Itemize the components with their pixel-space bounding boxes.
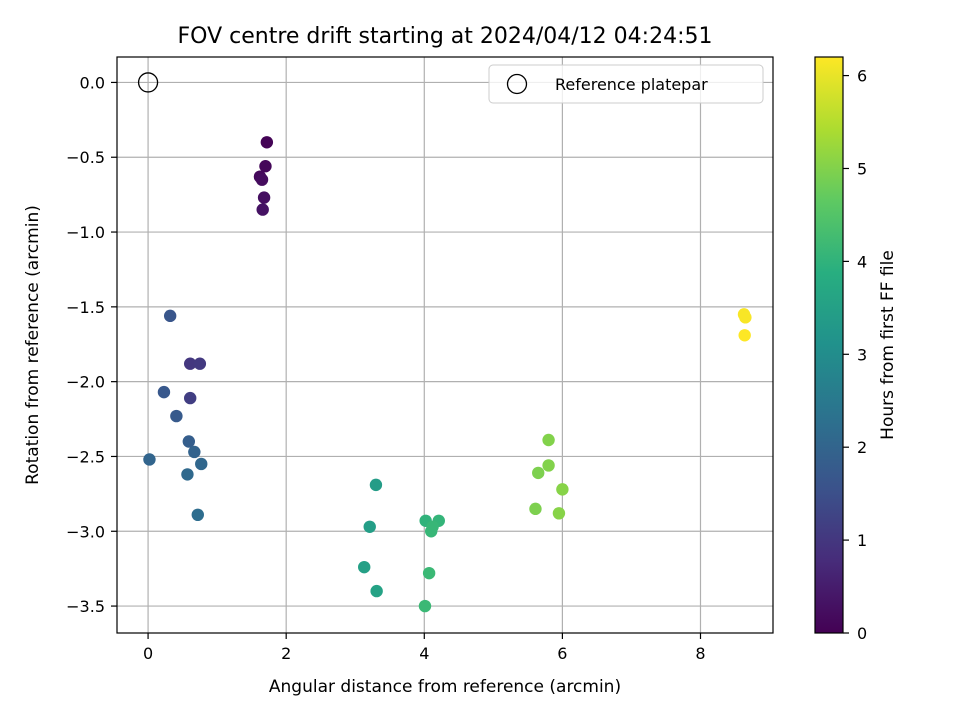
data-point xyxy=(542,433,555,447)
y-tick-label: −3.5 xyxy=(66,597,105,616)
reference-point-marker xyxy=(137,72,159,93)
data-point xyxy=(532,466,545,480)
x-tick-label: 0 xyxy=(143,644,153,663)
data-point xyxy=(182,435,196,448)
legend-entry-reference: Reference platepar xyxy=(555,75,708,94)
data-point xyxy=(170,409,183,423)
data-point xyxy=(255,173,269,186)
y-axis-ticks: 0.0 −0.5 −1.0 −1.5 −2.0 −2.5 −3.0 −3.5 xyxy=(66,73,117,616)
data-point xyxy=(260,136,274,149)
legend: Reference platepar xyxy=(488,64,764,104)
colorbar-label: Hours from first FF file xyxy=(878,250,898,440)
data-point xyxy=(358,560,371,574)
x-axis-label: Angular distance from reference (arcmin) xyxy=(269,677,621,697)
data-point xyxy=(163,309,177,323)
data-point xyxy=(183,357,197,370)
data-point xyxy=(542,459,555,472)
colorbar-tick-label: 5 xyxy=(857,159,867,178)
x-axis-ticks: 0 2 4 6 8 xyxy=(143,633,706,663)
x-tick-label: 6 xyxy=(557,644,567,663)
data-point xyxy=(738,329,751,342)
data-point xyxy=(552,507,566,520)
y-tick-label: −1.5 xyxy=(66,298,105,317)
plot-frame xyxy=(116,56,774,634)
colorbar-tick-label: 1 xyxy=(857,531,867,550)
data-point xyxy=(143,453,156,466)
colorbar-tick-label: 3 xyxy=(857,345,867,364)
data-point xyxy=(422,566,436,580)
data-point xyxy=(259,160,272,173)
data-point xyxy=(256,203,269,216)
data-point xyxy=(424,525,438,538)
data-point xyxy=(556,483,569,496)
y-tick-label: −1.0 xyxy=(66,223,105,242)
x-tick-label: 8 xyxy=(695,644,705,663)
colorbar-gradient xyxy=(815,57,843,633)
y-tick-label: −2.0 xyxy=(66,373,105,392)
colorbar-tick-label: 2 xyxy=(857,438,867,457)
colorbar-frame xyxy=(814,56,844,634)
legend-box xyxy=(488,64,764,104)
colorbar-tick-label: 0 xyxy=(857,624,867,643)
data-point xyxy=(191,508,204,522)
grid xyxy=(117,57,773,633)
chart-title: FOV centre drift starting at 2024/04/12 … xyxy=(178,24,713,49)
data-points xyxy=(137,72,752,613)
data-point xyxy=(257,191,271,204)
legend-reference-marker xyxy=(506,73,528,95)
colorbar-tick-label: 6 xyxy=(857,67,867,86)
x-tick-label: 4 xyxy=(419,644,429,663)
data-point xyxy=(739,311,752,324)
y-tick-label: 0.0 xyxy=(80,73,105,92)
y-tick-label: −0.5 xyxy=(66,148,105,167)
colorbar-tick-label: 4 xyxy=(857,252,867,271)
data-point xyxy=(418,599,432,613)
data-point xyxy=(181,468,194,481)
data-point xyxy=(193,357,207,370)
y-tick-label: −3.0 xyxy=(66,522,105,541)
data-point xyxy=(195,457,208,471)
data-point xyxy=(369,478,383,492)
data-point xyxy=(370,584,383,598)
colorbar-ticks: 0 1 2 3 4 5 6 xyxy=(843,67,867,643)
colorbar: 0 1 2 3 4 5 6 Hours from first FF file xyxy=(814,56,898,643)
data-point xyxy=(529,502,542,516)
data-point xyxy=(188,445,201,459)
y-tick-label: −2.5 xyxy=(66,447,105,466)
data-point xyxy=(183,391,197,405)
data-point xyxy=(363,520,376,533)
x-tick-label: 2 xyxy=(281,644,291,663)
y-axis-label: Rotation from reference (arcmin) xyxy=(23,205,43,485)
data-point xyxy=(157,385,171,399)
